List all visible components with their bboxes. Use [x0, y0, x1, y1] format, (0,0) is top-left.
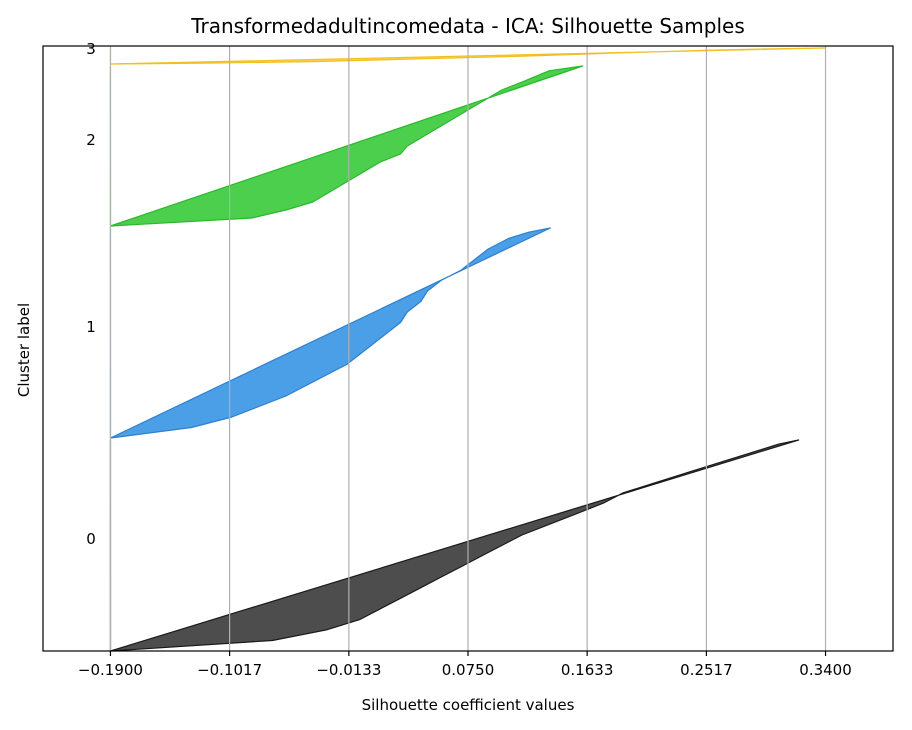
x-tick-label: 0.1633 — [561, 661, 614, 679]
x-tick-label: 0.0750 — [442, 661, 495, 679]
x-tick-label: −0.1017 — [197, 661, 262, 679]
x-tick-label: 0.2517 — [680, 661, 733, 679]
x-tick-label: −0.1900 — [78, 661, 143, 679]
cluster-1-silhouette — [109, 227, 551, 439]
x-axis-label: Silhouette coefficient values — [362, 696, 575, 714]
chart-title: Transformedadultincomedata - ICA: Silhou… — [190, 14, 745, 38]
cluster-2-silhouette — [109, 65, 584, 227]
x-tick-label: −0.0133 — [316, 661, 381, 679]
cluster-label-2: 2 — [86, 131, 96, 149]
cluster-label-3: 3 — [86, 40, 96, 58]
cluster-0-silhouette — [109, 439, 800, 652]
x-tick-label: 0.3400 — [799, 661, 852, 679]
cluster-label-0: 0 — [86, 530, 96, 548]
cluster-label-1: 1 — [86, 318, 96, 336]
y-axis-label: Cluster label — [15, 303, 33, 397]
plot-area: 0 1 2 3 −0.1900 −0.1017 −0.0133 0.0750 0.1633 0.2… — [42, 40, 894, 679]
